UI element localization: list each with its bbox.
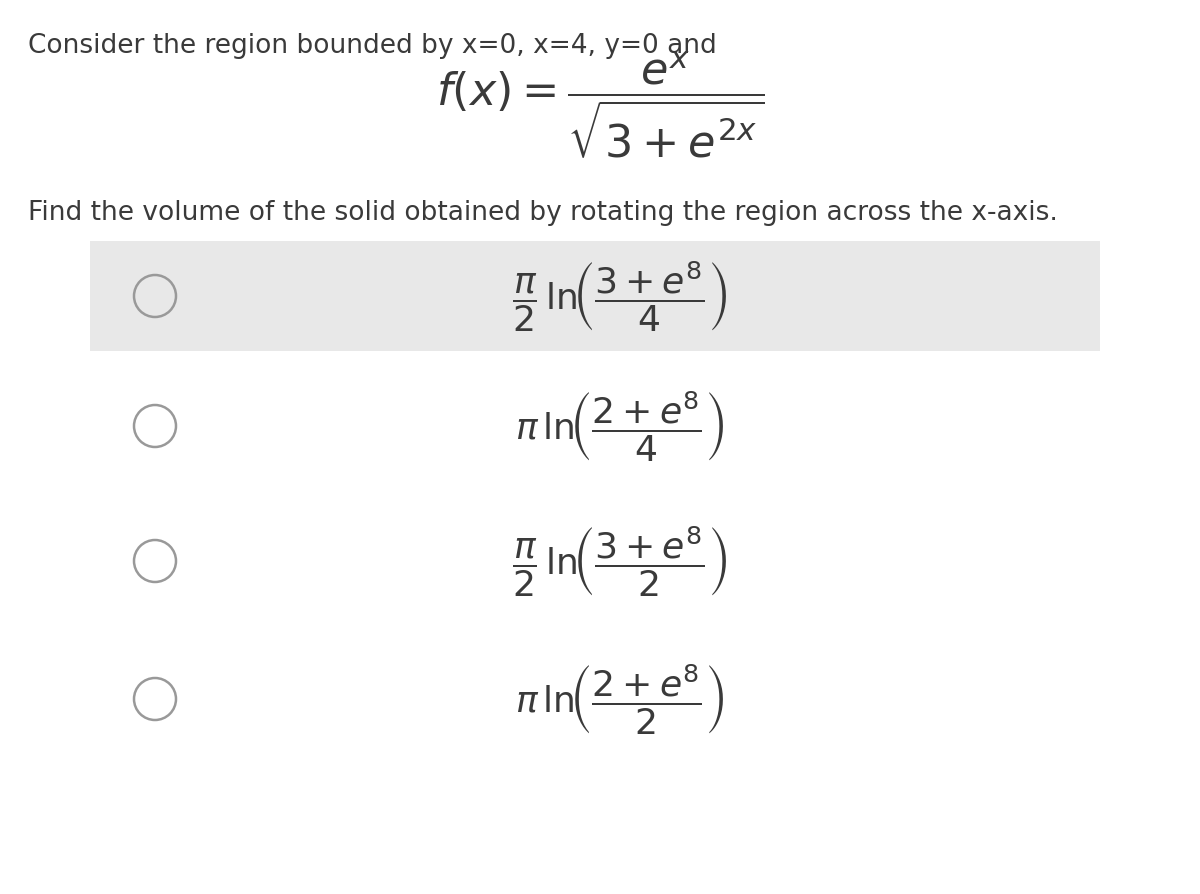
Text: $\dfrac{\pi}{2}\,\mathrm{ln}\!\left(\dfrac{3+e^8}{2}\right)$: $\dfrac{\pi}{2}\,\mathrm{ln}\!\left(\dfr… [512, 524, 727, 599]
Text: Find the volume of the solid obtained by rotating the region across the x-axis.: Find the volume of the solid obtained by… [28, 199, 1058, 226]
Text: $\dfrac{\pi}{2}\,\mathrm{ln}\!\left(\dfrac{3+e^8}{4}\right)$: $\dfrac{\pi}{2}\,\mathrm{ln}\!\left(\dfr… [512, 259, 727, 333]
Text: Consider the region bounded by x=0, x=4, y=0 and: Consider the region bounded by x=0, x=4,… [28, 33, 716, 59]
Text: $\pi\,\mathrm{ln}\!\left(\dfrac{2+e^8}{4}\right)$: $\pi\,\mathrm{ln}\!\left(\dfrac{2+e^8}{4… [515, 389, 725, 464]
Text: $f(x) = \dfrac{e^x}{\sqrt{3 + e^{2x}}}$: $f(x) = \dfrac{e^x}{\sqrt{3 + e^{2x}}}$ [436, 49, 764, 160]
FancyBboxPatch shape [90, 241, 1100, 351]
Text: $\pi\,\mathrm{ln}\!\left(\dfrac{2+e^8}{2}\right)$: $\pi\,\mathrm{ln}\!\left(\dfrac{2+e^8}{2… [515, 662, 725, 737]
